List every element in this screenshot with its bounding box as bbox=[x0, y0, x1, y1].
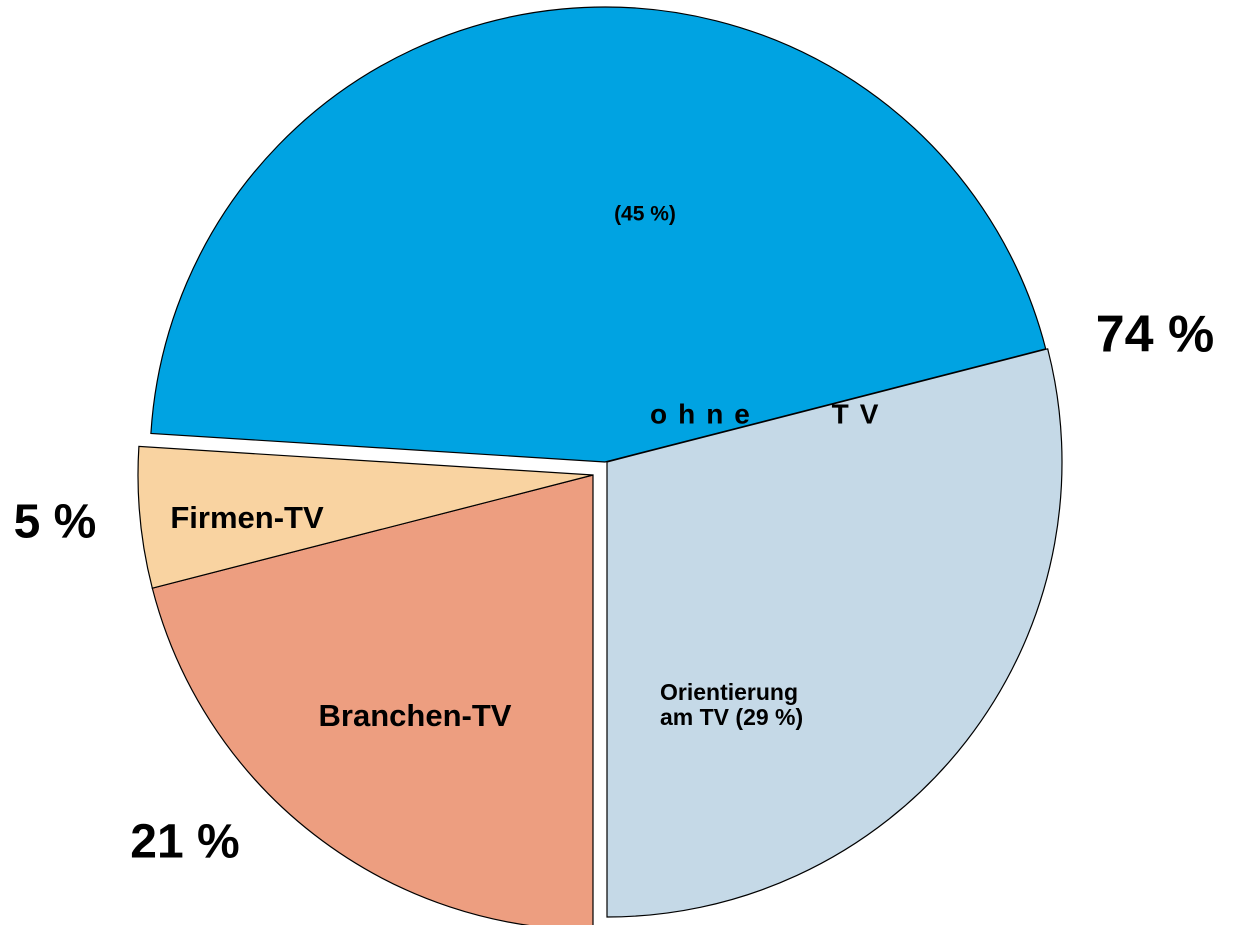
pie-slice bbox=[151, 474, 594, 925]
pie-slice bbox=[137, 445, 594, 589]
pie-slice bbox=[150, 6, 1047, 463]
value-label: (45 %) bbox=[614, 203, 676, 226]
slice-label: Firmen-TV bbox=[170, 500, 324, 535]
slice-label: Branchen-TV bbox=[319, 698, 512, 733]
slice-label: Orientierung am TV (29 %) bbox=[660, 679, 804, 730]
value-label: 21 % bbox=[130, 816, 239, 869]
value-label: 5 % bbox=[14, 496, 97, 549]
group-name: ohne TV bbox=[650, 398, 889, 429]
group-label: 74 % bbox=[1096, 306, 1215, 364]
pie-slice bbox=[606, 348, 1063, 918]
